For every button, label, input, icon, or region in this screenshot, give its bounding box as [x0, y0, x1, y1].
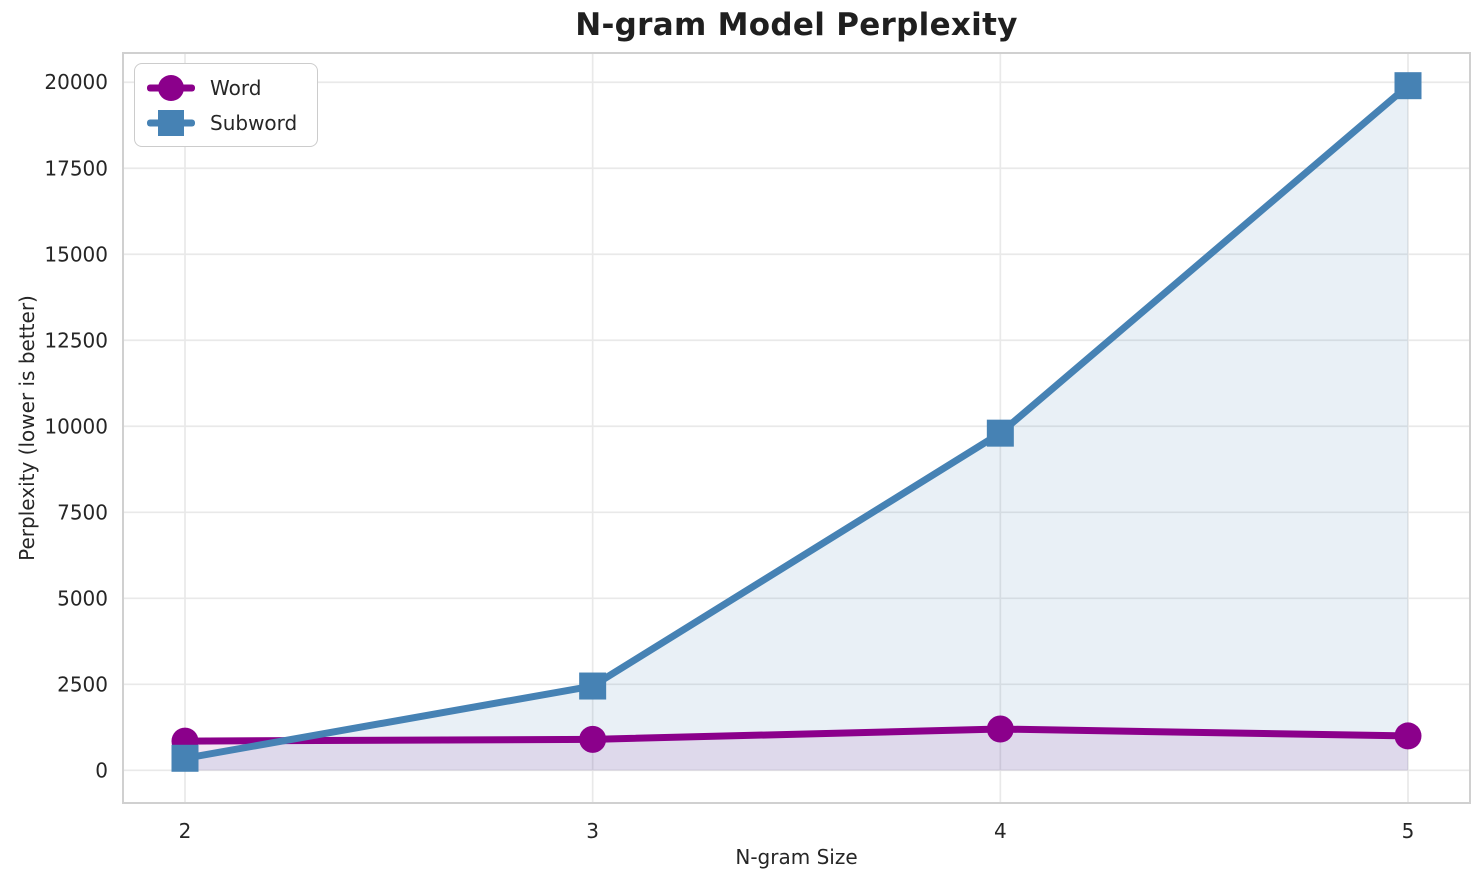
data-point-subword [986, 419, 1014, 447]
y-tick-label: 5000 [57, 586, 108, 610]
data-point-subword [171, 744, 199, 772]
subword-line-marker-icon [147, 108, 195, 138]
x-tick-label: 4 [994, 819, 1007, 843]
y-axis-label: Perplexity (lower is better) [15, 295, 39, 561]
x-tick-label: 3 [586, 819, 599, 843]
data-point-word [986, 715, 1014, 743]
y-tick-label: 2500 [57, 672, 108, 696]
y-tick-label: 0 [95, 758, 108, 782]
series-line-word [181, 725, 1412, 745]
plot-frame [122, 52, 1471, 804]
y-tick-label: 12500 [44, 328, 108, 352]
x-tick-label: 5 [1402, 819, 1415, 843]
y-tick-label: 7500 [57, 500, 108, 524]
legend-item-subword: Subword [147, 106, 297, 139]
word-line-marker-icon [147, 73, 195, 103]
data-point-word [1394, 722, 1422, 750]
legend-label-word: Word [210, 75, 262, 100]
area-fill-subword [185, 85, 1408, 771]
data-point-word [579, 725, 607, 753]
y-tick-label: 10000 [44, 414, 108, 438]
series-line-subword [181, 82, 1412, 762]
legend: Word Subword [134, 63, 319, 147]
area-fill-word [185, 729, 1408, 771]
data-point-subword [579, 672, 607, 700]
y-tick-label: 15000 [44, 242, 108, 266]
y-tick-label: 17500 [44, 156, 108, 180]
x-tick-label: 2 [179, 819, 192, 843]
legend-label-subword: Subword [210, 110, 298, 135]
x-axis-label: N-gram Size [735, 845, 858, 869]
y-tick-label: 20000 [44, 70, 108, 94]
chart-title: N-gram Model Perplexity [575, 7, 1018, 43]
legend-item-word: Word [147, 71, 297, 104]
data-point-subword [1394, 72, 1422, 100]
